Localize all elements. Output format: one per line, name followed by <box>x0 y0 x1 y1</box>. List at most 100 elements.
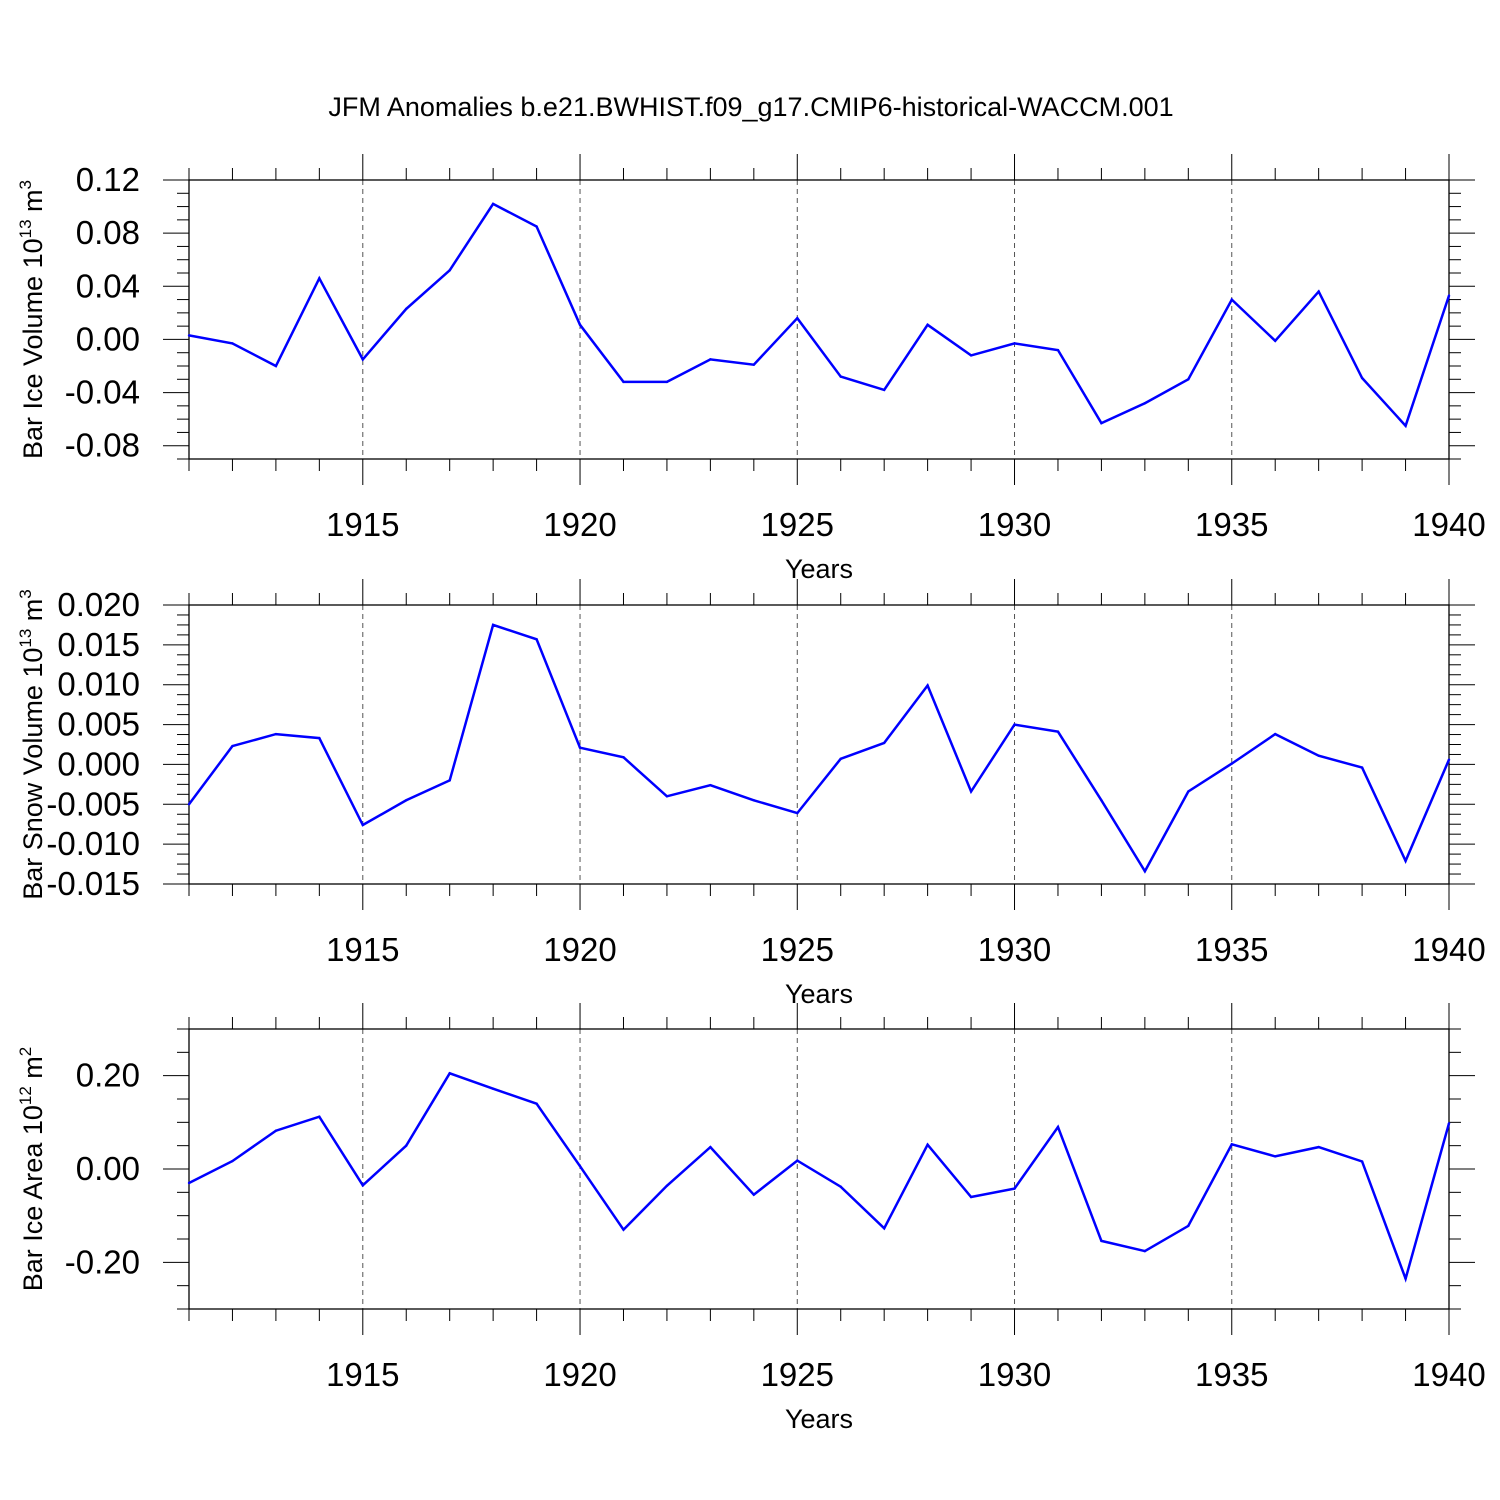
data-point-1913 <box>274 364 278 368</box>
data-point-1930 <box>1013 1187 1016 1190</box>
x-tick-label: 1925 <box>761 506 834 543</box>
data-point-1935 <box>1230 298 1233 301</box>
data-point-1929 <box>969 354 973 357</box>
chart-panel-3: 1915 1920 1925 1930 1935 1940 0.20 0.00 -0.20 Yea… <box>16 1003 1486 1434</box>
data-point-1914 <box>318 736 321 740</box>
data-point-1935 <box>1230 762 1233 765</box>
data-point-1921 <box>622 380 625 384</box>
data-point-1921 <box>622 756 625 759</box>
data-point-1926 <box>839 375 842 378</box>
data-point-1933 <box>1143 870 1147 873</box>
data-point-1917 <box>448 1072 451 1075</box>
data-point-1919 <box>535 225 538 228</box>
data-point-1918 <box>491 623 495 627</box>
chart-panel-2: 1915 1920 1925 1930 1935 19400.0200.0150.0100… <box>16 579 1486 1009</box>
y-tick-label: 0.015 <box>57 626 140 663</box>
x-tick-label: 1940 <box>1412 506 1485 543</box>
y-tick-label: 0.00 <box>76 1150 140 1187</box>
y-tick-label: 0.00 <box>76 320 140 357</box>
data-point-1934 <box>1187 378 1190 381</box>
y-tick-label: -0.08 <box>65 427 140 464</box>
data-point-1938 <box>1360 766 1364 769</box>
series-line <box>187 623 1451 874</box>
data-point-1917 <box>448 779 451 782</box>
data-point-1932 <box>1100 1239 1103 1243</box>
data-point-1933 <box>1143 1249 1147 1253</box>
data-point-1928 <box>926 1143 929 1146</box>
data-point-1936 <box>1274 732 1277 736</box>
x-axis-label: Years <box>785 554 853 584</box>
y-tick-label: 0.20 <box>76 1057 140 1094</box>
x-tick-label: 1930 <box>978 931 1051 968</box>
y-axis-label: Bar Snow Volume 1013 m3 <box>16 589 48 900</box>
data-point-1916 <box>405 1144 408 1147</box>
data-point-1938 <box>1360 1160 1364 1163</box>
data-point-1937 <box>1317 290 1320 293</box>
data-point-1914 <box>318 1115 321 1118</box>
data-point-1937 <box>1317 754 1320 757</box>
data-point-1923 <box>709 783 712 787</box>
data-point-1924 <box>752 799 756 802</box>
x-tick-label: 1925 <box>761 931 834 968</box>
data-point-1927 <box>882 741 886 745</box>
data-point-1918 <box>491 1087 495 1090</box>
plot-frame <box>188 1028 1450 1310</box>
data-point-1915 <box>361 823 364 827</box>
data-point-1912 <box>231 744 234 748</box>
data-point-1940 <box>1447 758 1451 761</box>
chart-panel-1: 1915 1920 1925 1930 1935 1940 0.12 0.08 0.04 0.00… <box>16 154 1486 584</box>
x-tick-label: 1925 <box>761 1356 834 1393</box>
y-tick-label: -0.04 <box>65 374 140 411</box>
data-point-1936 <box>1274 339 1277 342</box>
data-point-1916 <box>405 799 408 802</box>
y-tick-label: -0.015 <box>46 865 140 902</box>
data-point-1919 <box>535 1102 538 1105</box>
data-point-1921 <box>622 1228 625 1231</box>
y-tick-label: -0.010 <box>46 825 140 862</box>
x-tick-label: 1920 <box>543 506 616 543</box>
x-tick-label: 1920 <box>543 931 616 968</box>
data-point-1925 <box>796 811 799 815</box>
data-point-1931 <box>1056 730 1060 733</box>
data-point-1912 <box>231 342 234 345</box>
data-point-1923 <box>709 1145 712 1149</box>
data-point-1934 <box>1187 1224 1190 1228</box>
y-tick-label: 0.000 <box>57 745 140 782</box>
data-point-1920 <box>578 1165 582 1168</box>
data-point-1927 <box>882 388 886 392</box>
y-axis-label: Bar Ice Volume 1013 m3 <box>16 180 48 459</box>
x-tick-label: 1935 <box>1195 931 1268 968</box>
data-point-1936 <box>1274 1155 1277 1158</box>
data-point-1922 <box>665 1184 669 1188</box>
data-point-1917 <box>448 269 451 272</box>
x-tick-label: 1930 <box>978 1356 1051 1393</box>
data-point-1911 <box>187 803 191 806</box>
y-tick-label: -0.005 <box>46 785 140 822</box>
y-tick-label: -0.20 <box>65 1243 140 1280</box>
data-point-1935 <box>1230 1143 1233 1146</box>
data-point-1920 <box>578 323 582 327</box>
data-point-1931 <box>1056 1125 1060 1129</box>
y-tick-label: 0.08 <box>76 214 140 251</box>
data-point-1922 <box>665 380 669 384</box>
data-point-1934 <box>1187 790 1190 793</box>
data-point-1922 <box>665 795 669 798</box>
series-line <box>188 1071 1451 1283</box>
data-point-1931 <box>1056 348 1060 352</box>
data-point-1939 <box>1404 424 1407 427</box>
data-point-1916 <box>405 307 408 311</box>
x-tick-label: 1940 <box>1412 931 1485 968</box>
y-axis-label: Bar Ice Area 1012 m2 <box>16 1047 48 1292</box>
data-point-1930 <box>1013 342 1016 345</box>
data-point-1925 <box>796 316 799 320</box>
data-point-1927 <box>882 1227 886 1230</box>
data-point-1914 <box>318 277 321 280</box>
x-tick-label: 1920 <box>543 1356 616 1393</box>
data-point-1924 <box>752 363 756 366</box>
y-tick-label: 0.020 <box>57 586 140 623</box>
data-point-1940 <box>1447 1122 1451 1125</box>
data-point-1915 <box>361 1184 364 1187</box>
data-point-1911 <box>187 334 191 337</box>
x-tick-label: 1930 <box>978 506 1051 543</box>
